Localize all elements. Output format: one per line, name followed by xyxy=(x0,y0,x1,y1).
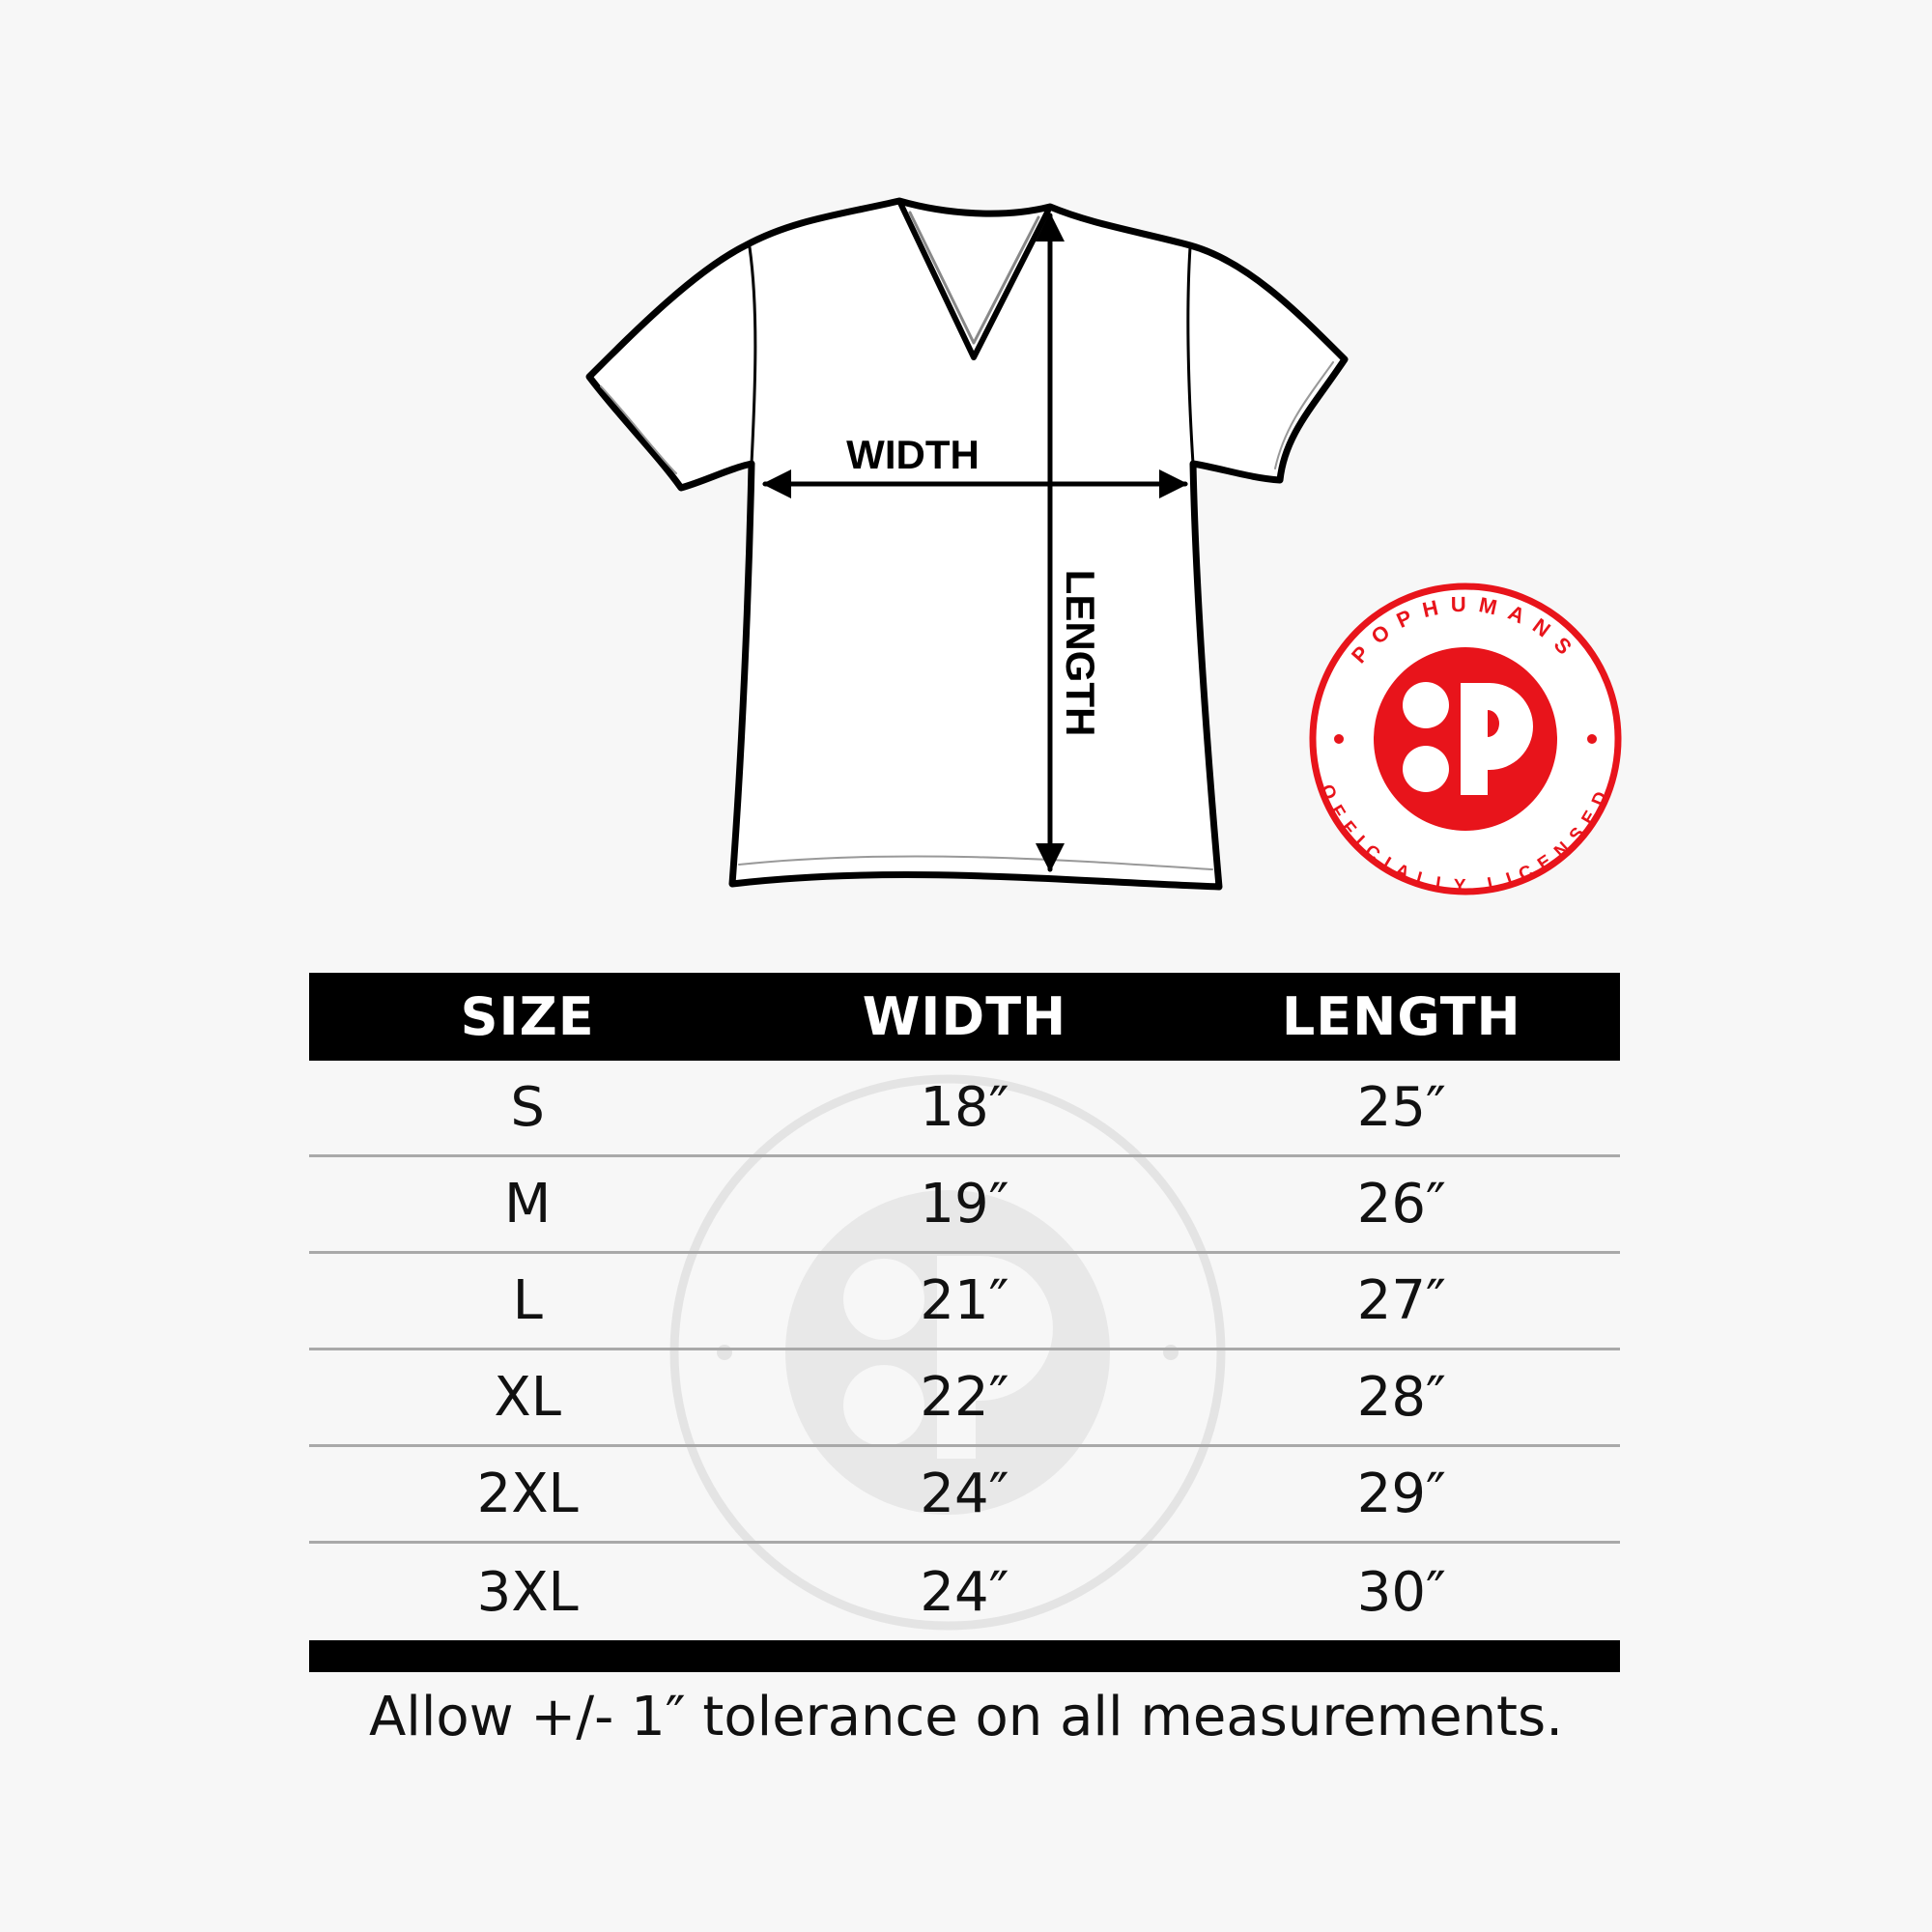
table-row: M 19″ 26″ xyxy=(309,1157,1620,1254)
tshirt-diagram: WIDTH LENGTH xyxy=(585,197,1349,891)
header-length: LENGTH xyxy=(1281,986,1521,1047)
length-cell: 29″ xyxy=(1356,1463,1446,1525)
width-cell: 21″ xyxy=(920,1269,1009,1332)
size-chart-table: SIZE WIDTH LENGTH S 18″ 25″ M 19″ 26″ L … xyxy=(309,973,1620,1672)
size-cell: L xyxy=(512,1269,543,1332)
width-cell: 24″ xyxy=(920,1560,1009,1624)
size-cell: XL xyxy=(494,1366,561,1429)
size-cell: S xyxy=(510,1076,545,1139)
tolerance-note: Allow +/- 1″ tolerance on all measuremen… xyxy=(369,1686,1563,1748)
width-cell: 22″ xyxy=(920,1366,1009,1429)
table-row: XL 22″ 28″ xyxy=(309,1350,1620,1447)
length-cell: 30″ xyxy=(1356,1560,1446,1624)
table-row: 3XL 24″ 30″ xyxy=(309,1544,1620,1640)
table-row: L 21″ 27″ xyxy=(309,1254,1620,1350)
watermark-logo xyxy=(669,1074,1226,1631)
table-row: S 18″ 25″ xyxy=(309,1061,1620,1157)
length-cell: 28″ xyxy=(1356,1366,1446,1429)
table-header: SIZE WIDTH LENGTH xyxy=(309,973,1620,1061)
size-cell: 3XL xyxy=(476,1560,579,1624)
length-cell: 25″ xyxy=(1356,1076,1446,1139)
table-row: 2XL 24″ 29″ xyxy=(309,1447,1620,1544)
length-cell: 27″ xyxy=(1356,1269,1446,1332)
length-label: LENGTH xyxy=(1058,570,1103,737)
size-cell: 2XL xyxy=(476,1463,579,1525)
width-label: WIDTH xyxy=(846,432,980,477)
length-cell: 26″ xyxy=(1356,1173,1446,1236)
width-cell: 19″ xyxy=(920,1173,1009,1236)
header-size: SIZE xyxy=(460,986,595,1047)
size-cell: M xyxy=(504,1173,552,1236)
width-cell: 18″ xyxy=(920,1076,1009,1139)
table-footer-bar xyxy=(309,1640,1620,1672)
width-cell: 24″ xyxy=(920,1463,1009,1525)
pophumans-logo: POPHUMANS OFFICIALLY LICENSED xyxy=(1309,582,1622,896)
header-width: WIDTH xyxy=(862,986,1067,1047)
